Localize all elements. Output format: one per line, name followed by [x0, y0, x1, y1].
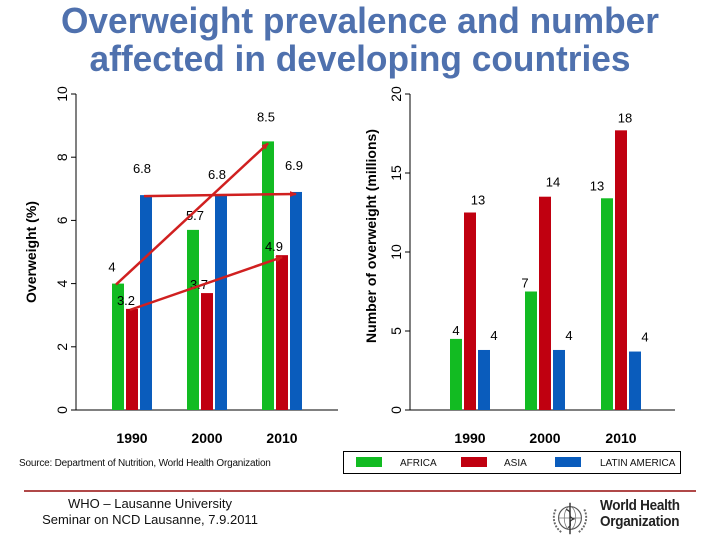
bar-asia-2000: [539, 196, 551, 410]
bar-asia-2010: [276, 255, 288, 410]
data-label: 6.8: [208, 167, 226, 182]
data-label: 6.9: [285, 158, 303, 173]
x-tick-label: 1990: [116, 430, 147, 446]
bar-africa-1990: [450, 338, 462, 410]
data-label: 4: [490, 328, 497, 343]
y-tick-label: 4: [54, 279, 70, 287]
footer-text: WHO – Lausanne University Seminar on NCD…: [30, 496, 270, 528]
bar-latin-america-2000: [553, 349, 565, 410]
y-tick-label: 20: [388, 86, 404, 102]
x-tick-label: 2000: [529, 430, 560, 446]
y-axis-title: Number of overweight (millions): [363, 129, 379, 343]
x-tick-label: 1990: [454, 430, 485, 446]
footer-divider: [24, 490, 696, 492]
y-tick-label: 10: [388, 244, 404, 260]
y-axis-title: Overweight (%): [23, 201, 39, 303]
legend-label-asia: ASIA: [504, 458, 527, 469]
data-label: 8.5: [257, 109, 275, 124]
who-logo-text: World Health Organization: [600, 498, 680, 530]
data-label: 13: [590, 178, 604, 193]
bar-asia-2000: [201, 293, 213, 410]
bar-latin-america-1990: [478, 349, 490, 410]
bar-africa-2000: [525, 291, 537, 410]
bar-africa-2010: [262, 141, 274, 410]
y-tick-label: 10: [54, 86, 70, 102]
title-line-2: affected in developing countries: [89, 38, 631, 79]
who-emblem-icon: [552, 502, 588, 535]
y-tick-label: 15: [388, 165, 404, 181]
data-label: 3.2: [117, 293, 135, 308]
y-tick-label: 0: [388, 406, 404, 414]
slide-title: Overweight prevalence and number affecte…: [7, 2, 713, 78]
data-label: 6.8: [133, 161, 151, 176]
prevalence-chart: 0 2 4 6 8 10 Overweight (%) 1990 2000 2010 4 5.7 8.5…: [23, 86, 338, 446]
bar-asia-1990: [464, 212, 476, 410]
data-label: 4: [108, 260, 115, 275]
x-tick-label: 2000: [191, 430, 222, 446]
legend-swatch-africa: [356, 457, 382, 467]
data-label: 7: [521, 276, 528, 291]
y-tick-label: 6: [54, 216, 70, 224]
y-tick-label: 5: [388, 327, 404, 335]
legend: AFRICA ASIA LATIN AMERICA: [343, 451, 681, 474]
legend-label-africa: AFRICA: [400, 458, 437, 469]
x-tick-label: 2010: [266, 430, 297, 446]
legend-swatch-latin-america: [555, 457, 581, 467]
footer-line-1: WHO – Lausanne University: [67, 496, 232, 511]
trend-arrow-asia: [129, 255, 283, 312]
bar-latin-america-1990: [140, 195, 152, 410]
bar-latin-america-2010: [290, 191, 302, 410]
data-label: 18: [618, 110, 632, 125]
data-label: 13: [471, 193, 485, 208]
bar-africa-2010: [601, 198, 613, 410]
x-tick-label: 2010: [605, 430, 636, 446]
data-label: 5.7: [186, 208, 204, 223]
data-label: 4: [565, 328, 572, 343]
who-logo-line-1: World Health: [600, 497, 680, 514]
data-label: 4: [452, 323, 459, 338]
data-label: 14: [546, 175, 560, 190]
legend-label-latin-america: LATIN AMERICA: [600, 458, 676, 469]
number-chart: 0 5 10 15 20 Number of overweight (millions) 1…: [363, 86, 675, 446]
y-tick-label: 0: [54, 406, 70, 414]
bar-asia-2010: [615, 130, 627, 410]
y-tick-label: 2: [54, 343, 70, 351]
legend-swatch-asia: [461, 457, 487, 467]
bar-africa-1990: [112, 283, 124, 410]
trend-arrow-africa: [115, 142, 269, 286]
y-tick-label: 8: [54, 153, 70, 161]
data-label: 4.9: [265, 239, 283, 254]
bar-asia-1990: [126, 308, 138, 410]
who-logo-line-2: Organization: [600, 513, 680, 530]
footer-line-2: Seminar on NCD Lausanne, 7.9.2011: [42, 512, 258, 527]
bar-latin-america-2010: [629, 351, 641, 410]
trend-arrow-latin-america: [143, 191, 297, 198]
data-label: 4: [641, 330, 648, 345]
bar-latin-america-2000: [215, 195, 227, 410]
source-note: Source: Department of Nutrition, World H…: [19, 458, 271, 469]
title-line-1: Overweight prevalence and number: [60, 0, 659, 41]
bar-africa-2000: [187, 229, 199, 410]
